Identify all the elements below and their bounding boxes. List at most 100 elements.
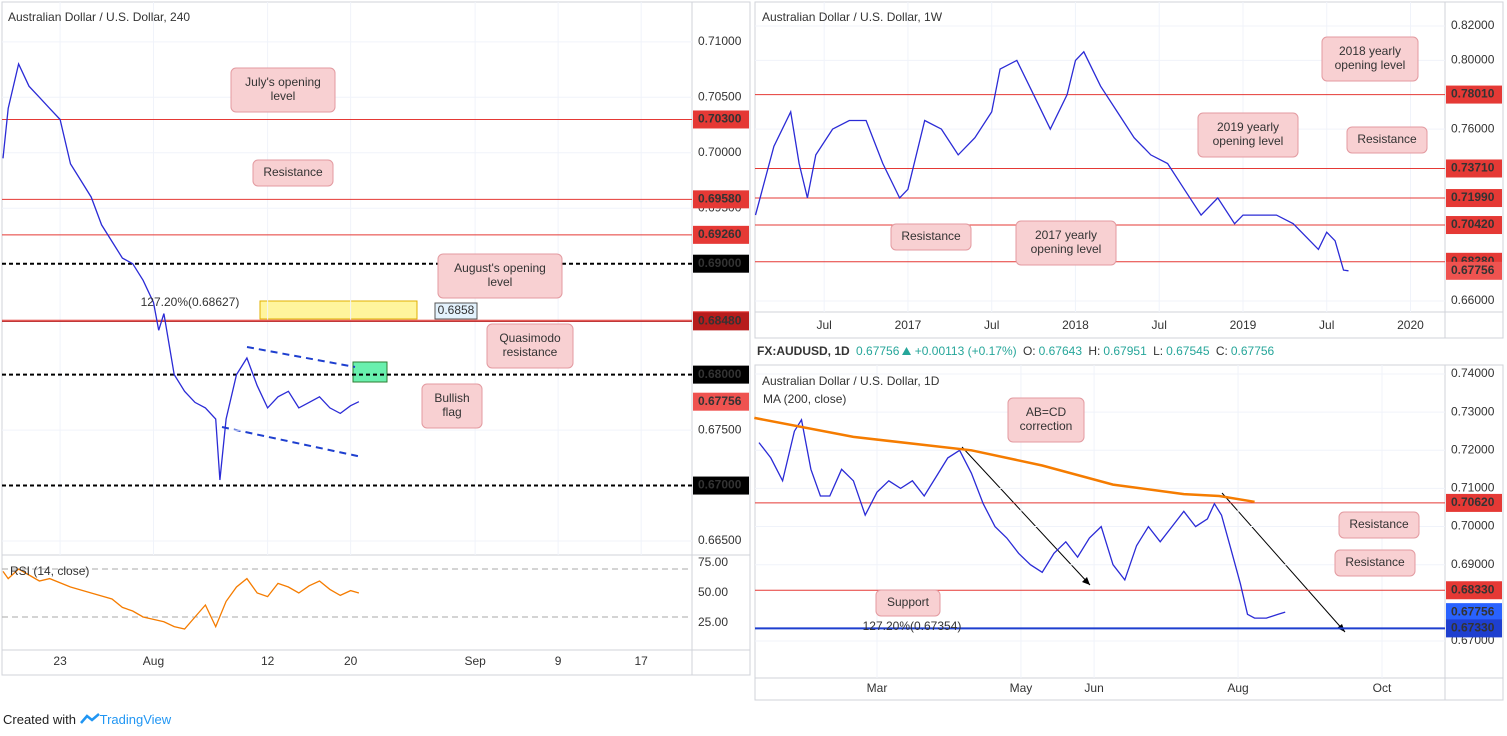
callout <box>252 159 334 187</box>
callout-text: level <box>271 89 296 103</box>
y-tick-label: 0.70500 <box>698 89 742 103</box>
logo <box>79 713 100 724</box>
level-label: 0.67756 <box>1451 263 1495 277</box>
open-label: O: <box>1022 344 1036 358</box>
level-label: 0.69260 <box>698 227 742 241</box>
x-tick-label: 20 <box>344 654 358 668</box>
level-label: 0.67000 <box>698 478 742 492</box>
last-price: 0.67756 <box>856 344 900 358</box>
level-tag <box>1446 216 1502 235</box>
arrow <box>961 446 1091 586</box>
level-label: 0.67330 <box>1451 621 1495 635</box>
y-tick-label: 0.82000 <box>1451 18 1495 32</box>
callout-text: opening level <box>1031 242 1102 256</box>
level-label: 0.67756 <box>1451 604 1495 618</box>
x-tick-label: Jun <box>1084 681 1103 695</box>
brand[interactable]: TradingView <box>99 712 172 727</box>
level-label: 0.68480 <box>698 314 742 328</box>
price-line <box>754 50 1349 272</box>
level-tag <box>1446 581 1502 600</box>
low-label: L: <box>1153 344 1164 358</box>
level-label: 0.67756 <box>698 394 742 408</box>
x-tick-label: Mar <box>867 681 888 695</box>
high: 0.67951 <box>1103 344 1147 358</box>
pane-border <box>754 364 1504 701</box>
pane-border <box>754 1 1504 339</box>
pane-border <box>1 1 751 676</box>
x-tick-label: 2018 <box>1062 318 1089 332</box>
x-tick-label: 2019 <box>1230 318 1257 332</box>
y-tick-label: 0.80000 <box>1451 53 1495 67</box>
price-line <box>2 62 360 481</box>
callout-text: August's opening <box>454 261 546 275</box>
series-label: MA (200, close) <box>763 392 846 406</box>
x-tick-label: Aug <box>143 654 164 668</box>
level-tag <box>1446 603 1502 622</box>
x-tick-label: Oct <box>1373 681 1392 695</box>
callout <box>1015 220 1117 266</box>
high-label: H: <box>1088 344 1101 358</box>
arrow-head <box>1082 577 1090 585</box>
y-tick-label: 0.71000 <box>698 34 742 48</box>
level-tag <box>1446 159 1502 178</box>
level-tag <box>1446 261 1502 280</box>
up-arrow <box>902 347 912 355</box>
callout-text: Quasimodo <box>499 331 561 345</box>
symbol-header: FX:AUDUSD, 1D 0.67756 +0.00113 (+0.17%) … <box>757 344 1277 358</box>
callout <box>1346 126 1428 154</box>
y-tick-label: 75.00 <box>698 555 728 569</box>
y-tick-label: 0.76000 <box>1451 121 1495 135</box>
y-tick-label: 0.69000 <box>1451 557 1495 571</box>
target-zone <box>352 361 388 383</box>
open: 0.67643 <box>1038 344 1083 358</box>
x-tick-label: Jul <box>817 318 832 332</box>
x-tick-label: Aug <box>1227 681 1248 695</box>
x-tick-label: Jul <box>984 318 999 332</box>
callout-text: Support <box>887 595 930 609</box>
level-label: 0.69000 <box>698 256 742 270</box>
level-tag <box>693 312 749 331</box>
y-tick-label: 0.70000 <box>1451 519 1495 533</box>
callout-text: correction <box>1020 419 1073 433</box>
callout-text: flag <box>442 405 461 419</box>
x-tick-label: 23 <box>53 654 67 668</box>
y-tick-label: 0.73000 <box>1451 404 1495 418</box>
change: +0.00113 (+0.17%) <box>914 344 1017 358</box>
chart-title: RSI (14, close) <box>10 564 89 578</box>
level-label: 0.70420 <box>1451 217 1495 231</box>
x-tick-label: Jul <box>1319 318 1334 332</box>
level-tag <box>693 365 749 384</box>
callout-text: opening level <box>1213 134 1284 148</box>
close-label: C: <box>1215 344 1228 358</box>
level-label: 0.69580 <box>698 192 742 206</box>
callout-text: Resistance <box>901 229 961 243</box>
callout-text: Bullish <box>434 391 469 405</box>
y-tick-label: 50.00 <box>698 585 728 599</box>
level-tag <box>693 110 749 129</box>
x-tick-label: 2017 <box>895 318 922 332</box>
level-tag <box>693 392 749 411</box>
close: 0.67756 <box>1230 344 1275 358</box>
callout <box>1334 549 1416 577</box>
callout-text: 2019 yearly <box>1217 120 1279 134</box>
callout-text: opening level <box>1335 58 1406 72</box>
y-tick-label: 0.67500 <box>698 422 742 436</box>
level-tag <box>1446 189 1502 208</box>
callout <box>486 323 574 369</box>
price-tag-text: 0.6858 <box>438 303 475 317</box>
level-label: 0.70620 <box>1451 495 1495 509</box>
x-tick-label: 2020 <box>1397 318 1424 332</box>
chart-title: Australian Dollar / U.S. Dollar, 240 <box>8 10 190 24</box>
price-line <box>754 416 1255 504</box>
level-label: 0.78010 <box>1451 87 1495 101</box>
level-label: 0.73710 <box>1451 161 1495 175</box>
callout <box>875 589 941 617</box>
x-tick-label: Jul <box>1152 318 1167 332</box>
level-tag <box>693 225 749 244</box>
level-label: 0.70300 <box>698 112 742 126</box>
level-tag <box>693 190 749 209</box>
fib-label: 127.20%(0.67354) <box>863 619 962 633</box>
callout <box>1321 36 1419 82</box>
callout <box>890 223 972 251</box>
